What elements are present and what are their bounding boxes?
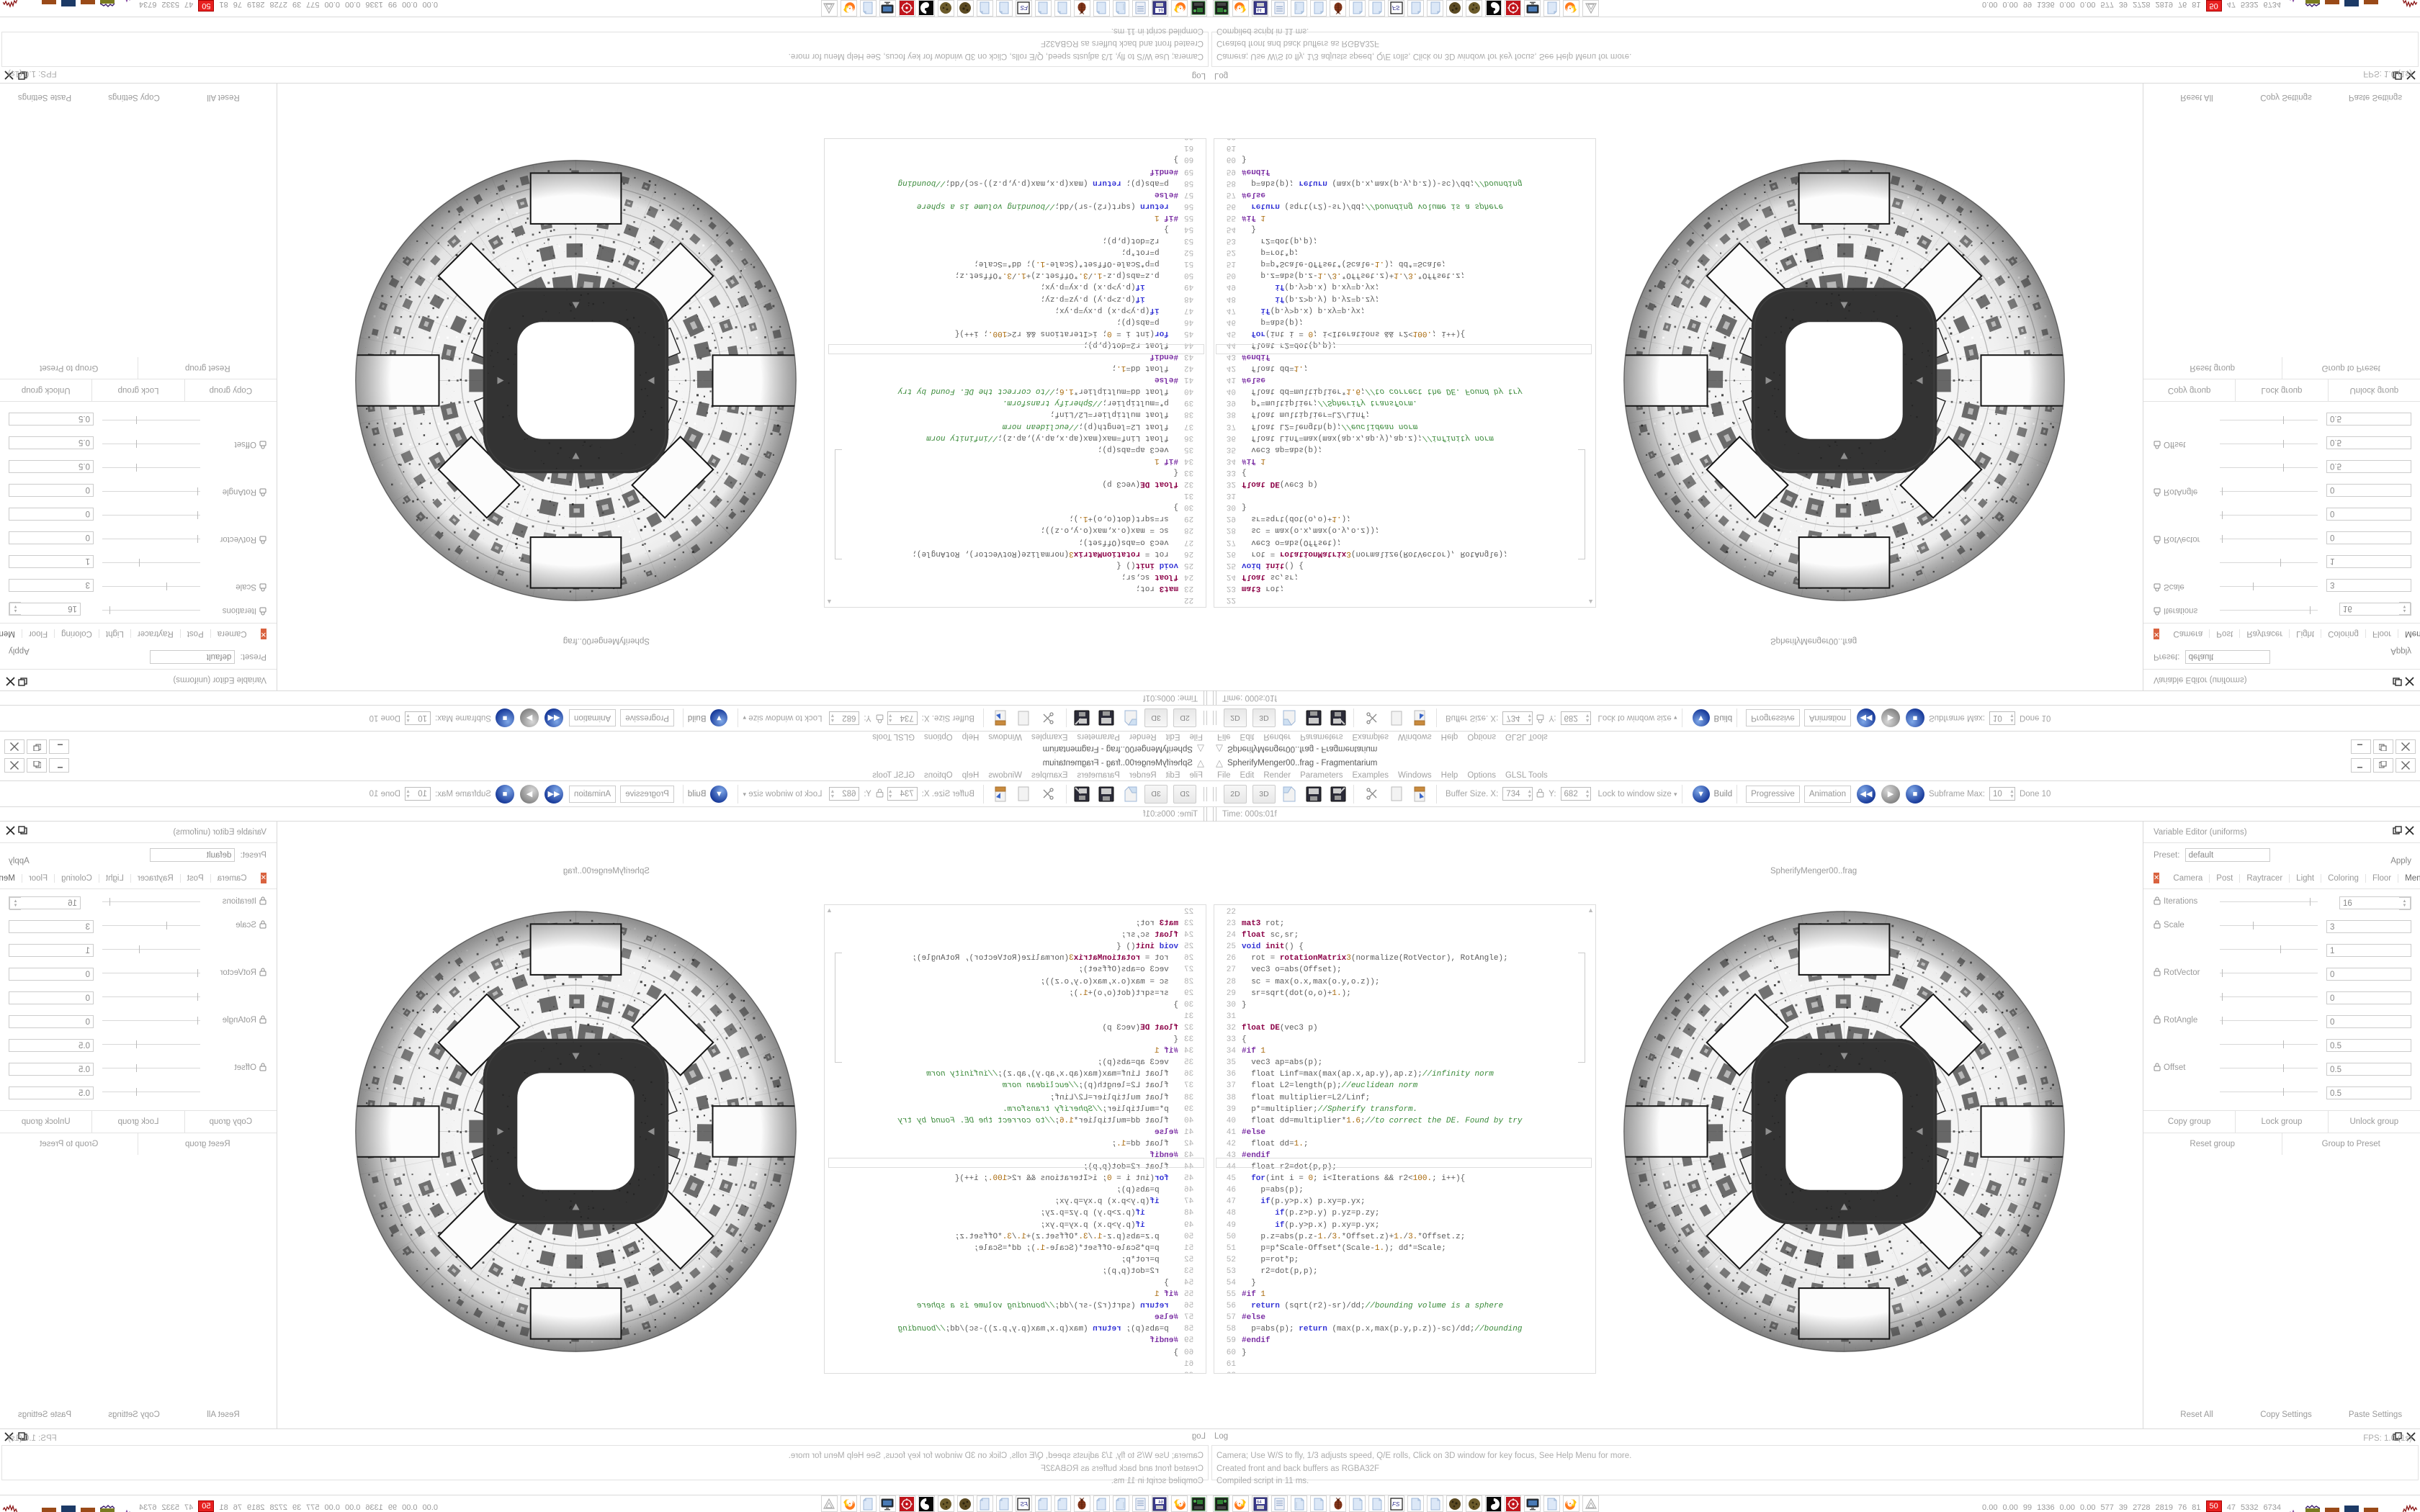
svg-text:FS: FS [1392,1501,1400,1508]
svg-text:FS: FS [1021,5,1028,12]
svg-text:FS: FS [1021,1501,1028,1508]
svg-text:64: 64 [1158,8,1163,12]
svg-text:FS: FS [1392,5,1400,12]
svg-text:64: 64 [1257,8,1262,12]
svg-text:64: 64 [1158,1500,1163,1505]
svg-text:64: 64 [1257,1500,1262,1505]
